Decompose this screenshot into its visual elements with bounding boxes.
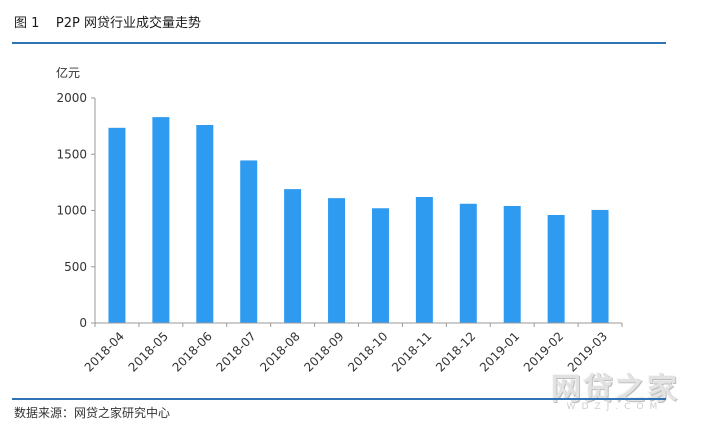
- x-tick-label: 2018-10: [345, 329, 390, 374]
- watermark-url: WDZJ.COM: [566, 402, 664, 412]
- x-tick-label: 2018-04: [82, 329, 127, 374]
- y-tick-label: 500: [64, 260, 87, 274]
- bar-2018-08: [284, 189, 302, 323]
- figure-title: 图 1 P2P 网贷行业成交量走势: [14, 16, 202, 31]
- x-tick-label: 2018-06: [170, 329, 215, 374]
- x-tick-label: 2018-07: [213, 329, 258, 374]
- x-tick-label: 2019-01: [477, 329, 522, 374]
- y-axis-ticks: 0 500 1000 1500 2000: [56, 91, 95, 330]
- bar-2018-05: [152, 117, 170, 323]
- bar-2018-10: [371, 208, 389, 323]
- x-tick-label: 2018-09: [301, 329, 346, 374]
- x-tick-label: 2018-12: [433, 329, 478, 374]
- footer-divider: [12, 398, 666, 400]
- bar-2018-12: [459, 203, 477, 323]
- data-source-note: 数据来源：网贷之家研究中心: [14, 406, 171, 420]
- bar-2018-09: [328, 198, 346, 323]
- bar-2018-06: [196, 125, 214, 323]
- bar-2018-07: [240, 160, 258, 323]
- y-tick-label: 1500: [56, 147, 87, 161]
- bar-2019-01: [503, 206, 521, 323]
- y-tick-label: 2000: [56, 91, 87, 105]
- bar-2019-03: [591, 209, 609, 323]
- y-tick-label: 1000: [56, 204, 87, 218]
- watermark-logo: 网贷之家: [551, 372, 679, 407]
- title-divider: [12, 42, 666, 44]
- y-tick-label: 0: [79, 316, 87, 330]
- bar-2018-04: [108, 127, 126, 323]
- bar-2019-02: [547, 215, 565, 323]
- x-tick-label: 2018-08: [257, 329, 302, 374]
- bar-series: [108, 117, 609, 323]
- bar-2018-11: [415, 197, 433, 323]
- x-tick-label: 2018-11: [389, 329, 434, 374]
- chart-axes: [94, 98, 622, 324]
- x-tick-label: 2018-05: [126, 329, 171, 374]
- y-axis-unit-label: 亿元: [56, 65, 80, 80]
